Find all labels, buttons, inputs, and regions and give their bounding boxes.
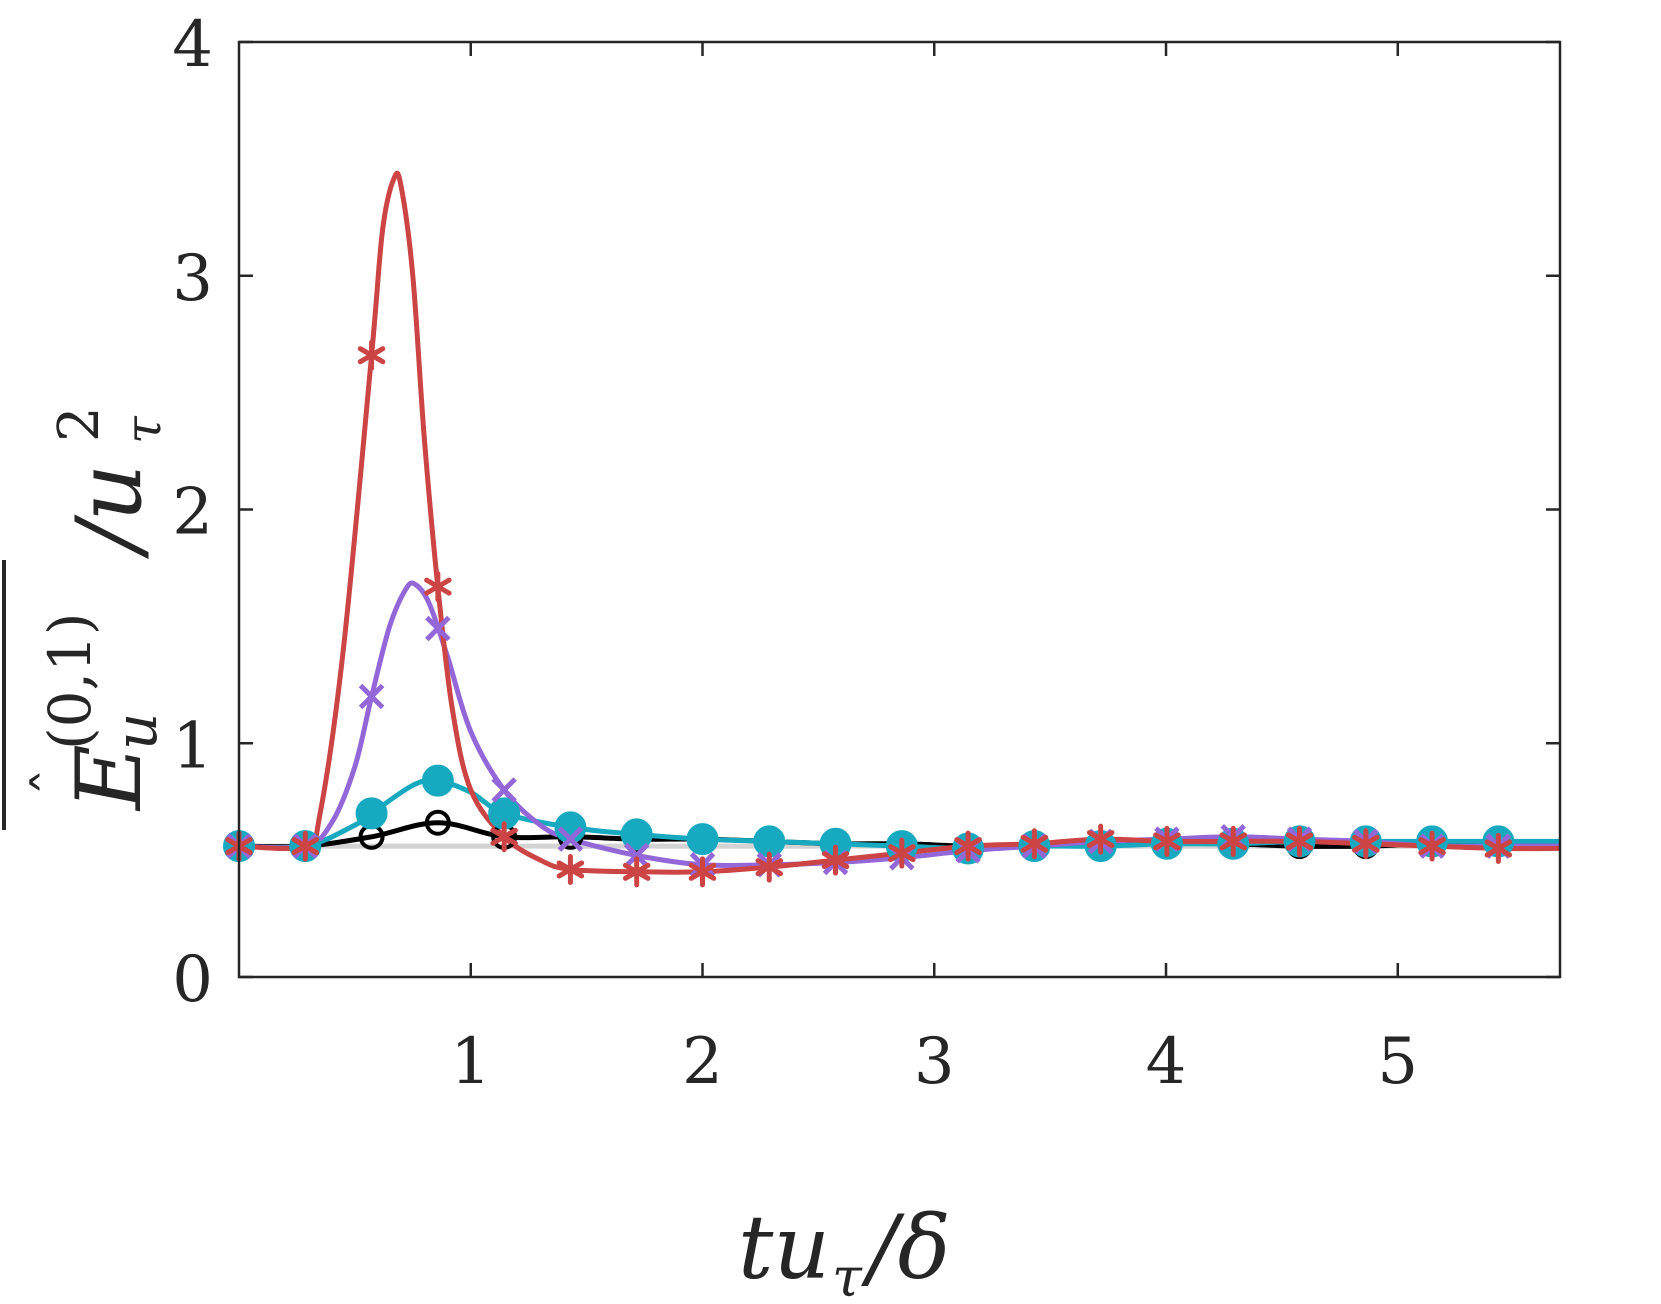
marker-red-asterisks bbox=[1352, 828, 1380, 860]
x-tick-label: 3 bbox=[914, 1025, 955, 1099]
marker-purple-crosses bbox=[491, 777, 517, 803]
series-line-purple-crosses bbox=[238, 580, 1560, 869]
marker-teal-dots bbox=[620, 818, 653, 851]
x-tick-label: 2 bbox=[682, 1025, 723, 1099]
svg-text:E: E bbox=[57, 744, 162, 812]
marker-red-asterisks bbox=[821, 844, 850, 876]
marker-red-asterisks bbox=[291, 830, 320, 862]
svg-text:τ: τ bbox=[114, 415, 172, 444]
marker-black-circles bbox=[424, 809, 451, 836]
plot-area bbox=[223, 170, 1561, 888]
x-tick-label: 1 bbox=[450, 1025, 491, 1099]
y-tick-label: 2 bbox=[172, 476, 213, 550]
marker-red-asterisks bbox=[1484, 832, 1513, 864]
x-tick-label: 5 bbox=[1377, 1025, 1418, 1099]
marker-red-asterisks bbox=[357, 339, 386, 371]
marker-red-asterisks bbox=[424, 571, 452, 603]
svg-text:2: 2 bbox=[47, 406, 112, 442]
marker-red-asterisks bbox=[755, 851, 784, 883]
svg-text:τ: τ bbox=[832, 1246, 863, 1304]
marker-red-asterisks bbox=[1086, 823, 1115, 855]
y-axis-label: E ˆ u (0,1) /u 2 τ bbox=[2, 406, 172, 830]
marker-red-asterisks bbox=[954, 830, 982, 862]
svg-text:ˆ: ˆ bbox=[23, 768, 88, 796]
marker-red-asterisks bbox=[1153, 825, 1181, 857]
marker-purple-crosses bbox=[358, 683, 385, 710]
marker-purple-crosses bbox=[557, 826, 584, 852]
marker-red-asterisks bbox=[688, 856, 717, 888]
marker-teal-dots bbox=[686, 823, 719, 856]
marker-red-asterisks bbox=[556, 853, 585, 885]
marker-teal-dots bbox=[421, 764, 454, 797]
marker-red-asterisks bbox=[622, 856, 651, 888]
marker-red-asterisks bbox=[1418, 830, 1446, 862]
axes: 1 2 3 4 5 0 1 2 3 4 bbox=[172, 8, 1562, 1099]
marker-red-asterisks bbox=[888, 837, 916, 869]
series-line-red-asterisks bbox=[238, 170, 1561, 875]
marker-red-asterisks bbox=[1219, 825, 1247, 857]
x-axis-label: tu τ /δ bbox=[738, 1196, 951, 1304]
marker-teal-dots bbox=[355, 797, 388, 830]
svg-text:(0,1): (0,1) bbox=[36, 613, 104, 751]
marker-red-asterisks bbox=[490, 821, 518, 853]
marker-purple-crosses bbox=[425, 615, 451, 642]
marker-purple-crosses bbox=[623, 842, 650, 869]
y-tick-label: 3 bbox=[172, 242, 213, 316]
marker-red-asterisks bbox=[1020, 828, 1049, 860]
svg-text:/δ: /δ bbox=[861, 1196, 951, 1299]
y-tick-label: 4 bbox=[172, 8, 213, 82]
y-tick-label: 1 bbox=[172, 709, 213, 783]
svg-text:u: u bbox=[102, 713, 170, 750]
marker-red-asterisks bbox=[1285, 825, 1314, 857]
svg-text:tu: tu bbox=[738, 1196, 830, 1299]
y-tick-label: 0 bbox=[172, 943, 213, 1017]
x-tick-label: 4 bbox=[1146, 1025, 1187, 1099]
svg-text:/u: /u bbox=[57, 464, 162, 560]
